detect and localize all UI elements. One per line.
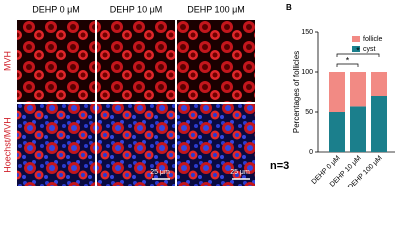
scale-label: 25 μm xyxy=(230,169,250,176)
bar-segment xyxy=(371,72,387,96)
note: n=3 xyxy=(270,160,289,172)
column-label: DEHP 10 μM xyxy=(110,4,163,14)
bar-segment xyxy=(371,96,387,152)
y-tick-label: 150 xyxy=(301,29,313,36)
bar-segment xyxy=(329,72,345,112)
row-label: Hoechst/MVH xyxy=(2,117,12,173)
y-tick-label: 50 xyxy=(305,109,313,116)
micrograph xyxy=(97,20,175,102)
significance-mark: * xyxy=(346,55,350,65)
significance-mark: * xyxy=(356,45,360,55)
micrograph xyxy=(177,20,255,102)
y-axis-title: Percentages of follicles xyxy=(292,51,301,133)
significance-bracket xyxy=(336,53,380,57)
legend-swatch xyxy=(352,46,360,52)
micrograph xyxy=(17,104,95,186)
scale-label: 25 μm xyxy=(150,169,170,176)
panel-a: DEHP 0 μM DEHP 10 μM DEHP 100 μM MVH Hoe… xyxy=(2,4,255,186)
panel-b: B Percentages of follicles n=3 0 50 100 150… xyxy=(270,3,395,187)
legend-swatch xyxy=(352,36,360,42)
row-label: MVH xyxy=(2,51,12,71)
micrograph xyxy=(97,104,175,186)
micrograph xyxy=(17,20,95,102)
legend-label: cyst xyxy=(363,46,376,53)
bar-segment xyxy=(350,72,366,107)
y-tick-label: 0 xyxy=(309,149,313,156)
micrograph xyxy=(177,104,255,186)
figure: DEHP 0 μM DEHP 10 μM DEHP 100 μM MVH Hoe… xyxy=(2,3,395,187)
significance-bracket xyxy=(336,63,359,67)
panel-label: B xyxy=(286,3,292,12)
bar-segment xyxy=(329,112,345,152)
y-tick-label: 100 xyxy=(301,69,313,76)
bar-segment xyxy=(350,106,366,152)
column-label: DEHP 0 μM xyxy=(32,4,80,14)
legend-label: follicle xyxy=(363,36,383,43)
column-label: DEHP 100 μM xyxy=(187,4,245,14)
